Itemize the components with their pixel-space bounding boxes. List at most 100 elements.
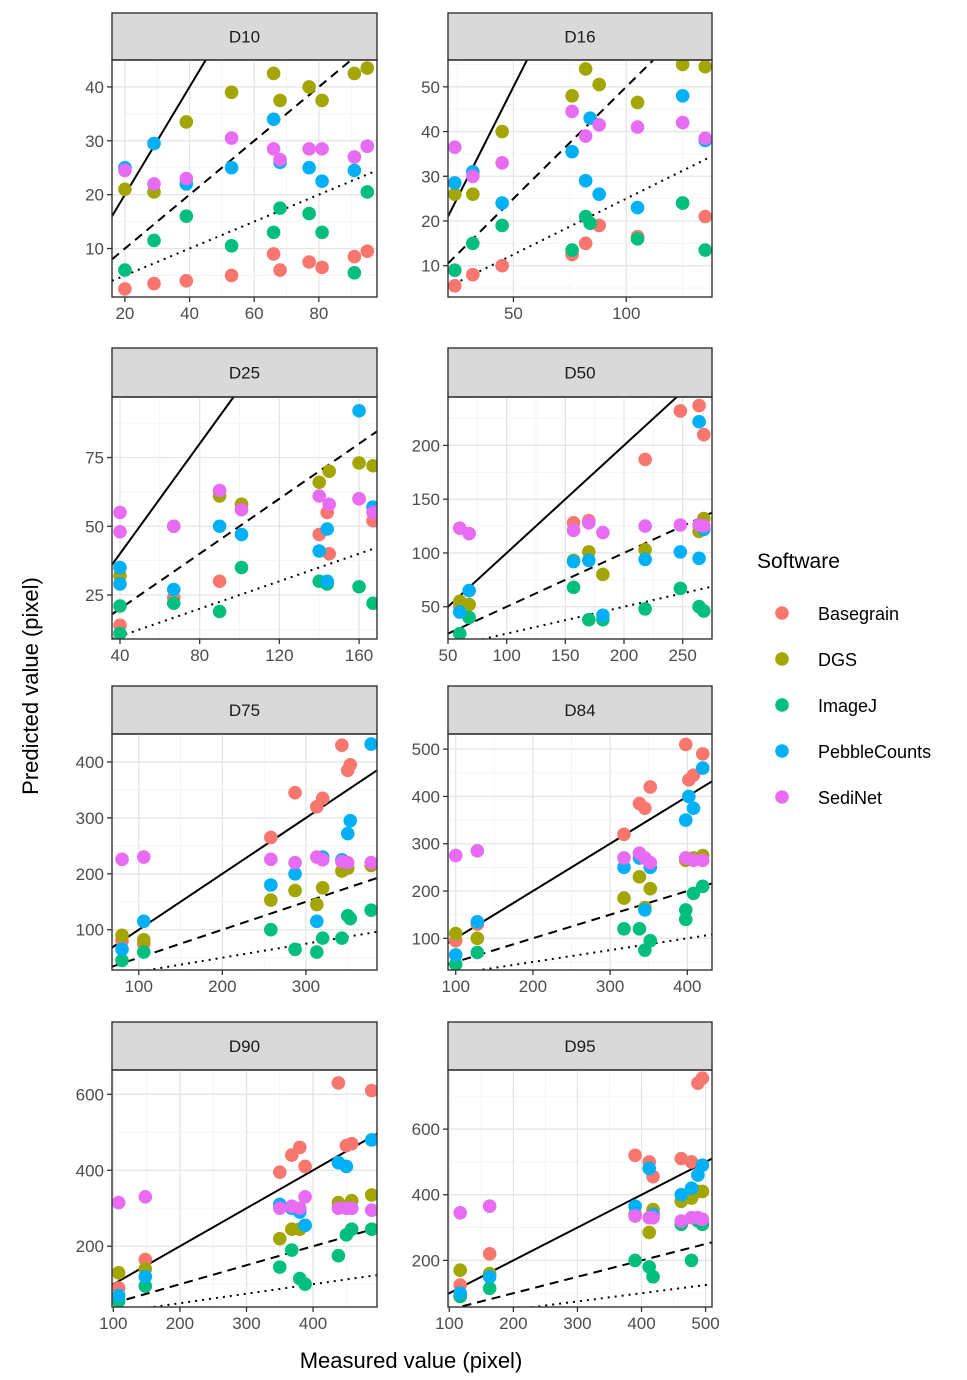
point-imagej	[344, 1222, 359, 1236]
y-tick-label: 200	[76, 865, 104, 884]
y-tick-label: 20	[421, 212, 440, 231]
reference-line-dotted	[473, 933, 712, 970]
x-tick-label: 500	[691, 1314, 719, 1333]
x-tick-label: 300	[596, 977, 624, 996]
reference-line-dashed	[112, 877, 377, 968]
point-dgs	[273, 93, 287, 108]
x-tick-label: 50	[504, 304, 523, 323]
x-tick-label: 40	[111, 646, 130, 665]
point-sedinet	[352, 491, 366, 506]
reference-line-dotted	[478, 585, 712, 639]
point-pebblecounts	[312, 544, 327, 558]
point-pebblecounts	[298, 1218, 312, 1233]
point-dgs	[638, 542, 652, 557]
point-imagej	[686, 886, 701, 901]
point-pebblecounts	[678, 813, 693, 827]
point-sedinet	[234, 502, 249, 517]
gridlines	[112, 733, 377, 970]
reference-line-solid	[112, 769, 377, 949]
x-tick-label: 160	[345, 646, 373, 665]
point-imagej	[302, 206, 316, 221]
point-pebblecounts	[310, 914, 324, 929]
point-dgs	[264, 893, 278, 907]
point-imagej	[452, 626, 467, 639]
point-imagej	[284, 1243, 299, 1257]
point-pebblecounts	[364, 1133, 377, 1147]
point-dgs	[272, 1231, 287, 1246]
point-basegrain	[212, 574, 227, 589]
reference-line-dotted	[112, 546, 377, 639]
point-pebblecounts	[617, 860, 631, 875]
point-pebblecounts	[453, 1286, 467, 1301]
legend-item-sedinet: SediNet	[775, 788, 882, 808]
point-sedinet	[302, 142, 316, 156]
point-imagej	[583, 216, 597, 231]
point-basegrain	[678, 737, 693, 752]
point-pebblecounts	[315, 174, 329, 188]
point-imagej	[698, 243, 712, 257]
point-imagej	[646, 1270, 660, 1284]
point-pebblecounts	[675, 88, 690, 103]
x-tick-label: 80	[309, 304, 328, 323]
point-pebblecounts	[264, 878, 278, 892]
point-basegrain	[272, 1165, 287, 1179]
point-imagej	[678, 903, 693, 917]
legend-item-basegrain: Basegrain	[775, 604, 899, 624]
points	[113, 403, 377, 639]
point-imagej	[638, 602, 652, 616]
point-sedinet	[495, 156, 509, 170]
point-basegrain	[347, 249, 362, 264]
point-basegrain	[364, 1083, 377, 1098]
point-pebblecounts	[482, 1270, 497, 1284]
x-tick-label: 200	[499, 1314, 527, 1333]
point-dgs	[466, 187, 480, 201]
point-basegrain	[696, 427, 711, 442]
point-dgs	[112, 1266, 126, 1280]
point-sedinet	[166, 519, 181, 534]
y-tick-label: 30	[85, 132, 104, 151]
point-dgs	[366, 458, 377, 473]
point-dgs	[592, 77, 606, 92]
point-basegrain	[298, 1159, 312, 1174]
y-tick-label: 200	[412, 436, 440, 455]
point-dgs	[288, 883, 302, 898]
point-imagej	[678, 912, 693, 927]
point-imagej	[335, 931, 349, 945]
point-dgs	[315, 880, 330, 895]
reference-line-dashed	[448, 511, 712, 635]
point-sedinet	[674, 1214, 689, 1228]
y-tick-label: 40	[85, 78, 104, 97]
point-dgs	[630, 95, 645, 110]
y-tick-label: 100	[76, 921, 104, 940]
point-basegrain	[482, 1247, 497, 1261]
reference-line-dashed	[112, 60, 353, 261]
point-basegrain	[147, 276, 161, 291]
point-sedinet	[136, 850, 151, 864]
facet-panel-d90: D90 100 200 300 400 200 400 600	[76, 1021, 378, 1333]
point-basegrain	[698, 209, 712, 224]
facet-panel-d10: D10 20 40 60 80 10 20 30 40	[85, 12, 378, 323]
reference-line-solid	[112, 397, 235, 566]
point-basegrain	[695, 1071, 710, 1086]
point-sedinet	[695, 853, 710, 868]
point-imagej	[115, 953, 129, 968]
point-sedinet	[273, 152, 287, 167]
facet-strip	[447, 1021, 713, 1071]
point-basegrain	[264, 830, 278, 845]
point-basegrain	[331, 1076, 346, 1090]
point-imagej	[266, 225, 281, 240]
point-pebblecounts	[695, 761, 710, 775]
point-basegrain	[638, 801, 652, 816]
point-basegrain	[118, 282, 132, 296]
reference-line-solid	[448, 60, 529, 217]
point-sedinet	[617, 851, 631, 865]
panel-border	[111, 733, 378, 971]
point-sedinet	[113, 524, 127, 539]
point-imagej	[673, 581, 688, 596]
point-dgs	[642, 1225, 657, 1240]
point-pebblecounts	[565, 144, 579, 159]
legend-label: DGS	[818, 650, 857, 670]
point-pebblecounts	[212, 519, 227, 534]
point-pebblecounts	[462, 583, 476, 598]
